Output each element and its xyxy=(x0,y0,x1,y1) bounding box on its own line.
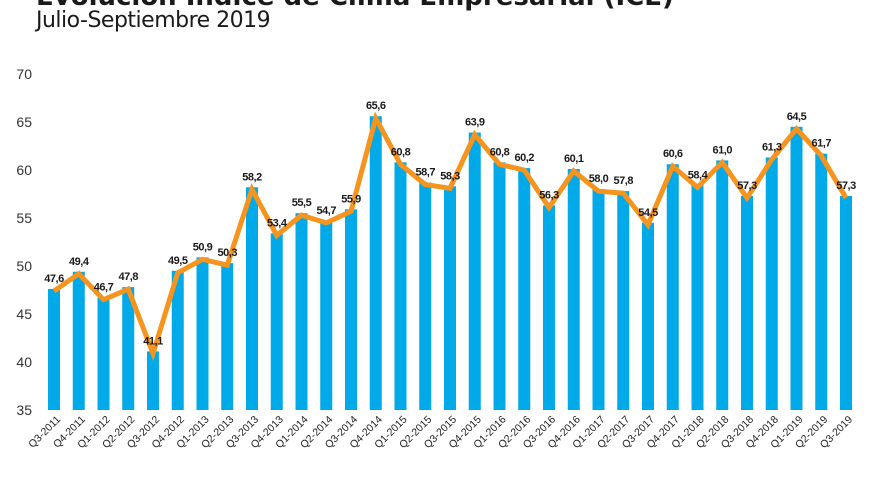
bar xyxy=(592,189,605,410)
bar xyxy=(270,233,283,410)
data-label: 47,6 xyxy=(44,273,64,285)
y-tick-label: 35 xyxy=(16,402,32,418)
data-label: 41,1 xyxy=(143,335,163,347)
bar xyxy=(840,195,852,410)
data-label: 53,4 xyxy=(267,217,288,229)
y-tick-label: 50 xyxy=(16,258,32,274)
data-label: 60,2 xyxy=(515,152,535,164)
y-tick-label: 55 xyxy=(16,210,32,226)
bar xyxy=(171,270,184,410)
bar xyxy=(444,186,456,410)
bar xyxy=(493,162,506,410)
data-label: 50,3 xyxy=(218,247,238,259)
y-tick-label: 45 xyxy=(16,306,32,322)
chart-title: Evolución Índice de Clima Empresarial (I… xyxy=(36,0,674,12)
bar xyxy=(369,116,382,411)
data-label: 60,8 xyxy=(490,146,510,158)
data-label: 57,3 xyxy=(836,180,856,192)
bar xyxy=(295,213,308,410)
bar xyxy=(691,185,704,410)
bar xyxy=(394,162,407,410)
data-label: 57,3 xyxy=(737,180,757,192)
bar xyxy=(765,157,778,410)
data-label: 60,6 xyxy=(663,148,683,160)
data-label: 47,8 xyxy=(119,271,139,283)
data-label: 58,2 xyxy=(242,171,262,183)
bar xyxy=(345,209,357,410)
bar xyxy=(567,169,580,410)
bar xyxy=(419,182,432,410)
bar xyxy=(741,195,753,410)
bar xyxy=(642,222,654,410)
bar xyxy=(543,205,555,410)
data-label: 54,5 xyxy=(638,207,658,219)
data-label: 49,4 xyxy=(69,256,90,268)
data-label: 61,3 xyxy=(762,142,782,154)
data-label: 56,3 xyxy=(539,190,559,202)
y-tick-label: 65 xyxy=(16,114,32,130)
series-line xyxy=(52,111,849,362)
bar xyxy=(246,187,258,410)
y-tick-label: 60 xyxy=(16,162,32,178)
bar xyxy=(320,220,333,410)
data-label: 63,9 xyxy=(465,117,485,129)
y-tick-label: 40 xyxy=(16,354,32,370)
data-label: 64,5 xyxy=(787,111,807,123)
bar xyxy=(815,153,828,410)
y-tick-label: 70 xyxy=(16,66,32,82)
bar xyxy=(147,351,159,410)
bar xyxy=(468,132,481,410)
bar xyxy=(122,287,135,410)
data-label: 58,0 xyxy=(589,173,609,185)
data-label: 55,5 xyxy=(292,197,312,209)
bar xyxy=(72,271,85,410)
bar xyxy=(97,297,110,410)
data-label: 55,9 xyxy=(341,193,361,205)
data-label: 58,3 xyxy=(440,170,460,182)
data-label: 46,7 xyxy=(94,282,114,294)
data-label: 57,8 xyxy=(614,175,634,187)
bar xyxy=(617,191,630,410)
data-label: 58,7 xyxy=(416,166,436,178)
data-label: 61,0 xyxy=(713,144,733,156)
bar xyxy=(518,168,531,410)
data-label: 58,4 xyxy=(688,169,709,181)
data-label: 49,5 xyxy=(168,255,188,267)
chart-subtitle: Julio-Septiembre 2019 xyxy=(36,8,271,33)
data-label: 65,6 xyxy=(366,100,386,112)
bar xyxy=(666,164,679,410)
bar xyxy=(221,263,234,410)
data-label: 61,7 xyxy=(812,138,832,150)
bar xyxy=(790,126,803,411)
data-label: 60,8 xyxy=(391,146,411,158)
bar xyxy=(48,289,60,410)
data-label: 54,7 xyxy=(317,205,337,217)
bar xyxy=(196,257,209,410)
data-label: 60,1 xyxy=(564,153,584,165)
data-label: 50,9 xyxy=(193,241,213,253)
bar xyxy=(716,160,729,410)
